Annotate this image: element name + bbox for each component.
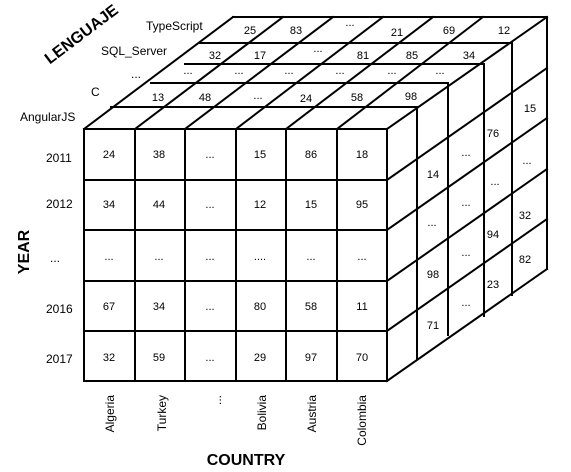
side-cell: 32 <box>519 210 531 222</box>
country-label: ... <box>210 395 224 405</box>
front-cell: 15 <box>254 149 266 161</box>
country-label: Turkey <box>155 395 169 431</box>
top-cell: ... <box>253 90 262 102</box>
front-cell: 34 <box>103 199 115 211</box>
top-cell: 25 <box>244 25 256 37</box>
front-cell: ... <box>104 251 113 263</box>
front-cell: ... <box>357 251 366 263</box>
cube-grid <box>82 15 549 383</box>
year-labels: 2011 2012 ... 2016 2017 <box>46 151 73 366</box>
top-cell: ... <box>313 43 322 55</box>
side-cell: 98 <box>427 269 439 281</box>
side-cell: ... <box>461 147 470 159</box>
front-cell: 34 <box>153 301 165 313</box>
front-cell: 29 <box>254 352 266 364</box>
front-cell: ... <box>306 251 315 263</box>
language-label: C <box>91 85 100 99</box>
side-cell: 94 <box>487 229 499 241</box>
front-cell: ... <box>205 199 214 211</box>
side-cell: ... <box>461 197 470 209</box>
front-cell: ... <box>205 149 214 161</box>
year-label: 2017 <box>46 352 73 366</box>
front-cell: 11 <box>356 301 367 313</box>
top-cell: ... <box>234 65 243 77</box>
top-cell: 69 <box>443 25 455 37</box>
front-cell: 58 <box>305 301 317 313</box>
country-label: Algeria <box>103 395 117 433</box>
side-cell: 15 <box>524 103 536 115</box>
year-label: 2012 <box>46 197 73 211</box>
side-cell: ... <box>461 297 470 309</box>
year-label: 2011 <box>46 151 72 165</box>
year-axis-title: YEAR <box>16 229 33 274</box>
front-cell: ... <box>154 251 163 263</box>
side-cell: 71 <box>427 320 439 332</box>
top-face-values: 13 48 ... 24 58 98 ... ... ... ... ... .… <box>152 17 510 105</box>
top-cell: 32 <box>209 50 221 62</box>
language-label: TypeScript <box>146 19 203 33</box>
side-cell: ... <box>461 247 470 259</box>
front-cell: ... <box>205 251 214 263</box>
country-label: Colombia <box>355 395 369 446</box>
front-cell: 59 <box>153 352 165 364</box>
top-cell: 34 <box>463 50 475 62</box>
front-cell: 15 <box>305 199 317 211</box>
top-cell: 98 <box>405 91 417 103</box>
side-cell: ... <box>522 155 531 167</box>
year-label: ... <box>50 251 60 265</box>
front-cell: 80 <box>254 301 266 313</box>
front-cell: 86 <box>305 149 317 161</box>
top-cell: ... <box>284 65 293 77</box>
front-cell: 44 <box>153 199 165 211</box>
front-cell: 38 <box>153 149 165 161</box>
front-cell: 97 <box>305 352 317 364</box>
top-cell: 85 <box>406 50 418 62</box>
side-cell: 14 <box>427 169 439 181</box>
country-label: Austria <box>305 395 319 433</box>
top-cell: 17 <box>254 50 266 62</box>
country-axis-title: COUNTRY <box>207 452 286 469</box>
side-cell: ... <box>427 217 436 229</box>
side-cell: 82 <box>519 254 531 266</box>
country-labels: Algeria Turkey ... Bolivia Austria Colom… <box>103 395 369 446</box>
front-face-values: 24 38 ... 15 86 18 34 44 ... 12 15 95 ..… <box>103 149 368 364</box>
front-cell: 95 <box>356 199 368 211</box>
top-cell: 83 <box>290 25 302 37</box>
top-cell: 13 <box>152 92 164 104</box>
top-cell: 58 <box>351 92 363 104</box>
front-cell: 12 <box>254 199 266 211</box>
top-cell: 21 <box>391 27 403 39</box>
top-cell: 48 <box>199 92 211 104</box>
top-cell: 12 <box>498 25 510 37</box>
top-cell: 81 <box>357 50 369 62</box>
top-cell: ... <box>183 65 192 77</box>
front-cell: .... <box>254 251 266 263</box>
front-cell: 32 <box>103 352 115 364</box>
side-face-values: 14 ... 98 71 ... ... ... ... 76 ... 94 2… <box>427 103 536 332</box>
front-cell: 18 <box>356 149 368 161</box>
year-label: 2016 <box>46 302 73 316</box>
side-cell: ... <box>490 176 499 188</box>
top-cell: ... <box>335 65 344 77</box>
top-cell: ... <box>387 65 396 77</box>
front-cell: ... <box>205 301 214 313</box>
front-cell: 24 <box>103 149 115 161</box>
language-label: ... <box>131 67 141 81</box>
front-cell: 67 <box>103 301 115 313</box>
side-cell: 76 <box>487 128 499 140</box>
front-cell: ... <box>205 352 214 364</box>
language-labels: AngularJS C ... SQL_Server TypeScript <box>20 19 203 124</box>
country-label: Bolivia <box>255 395 269 431</box>
top-cell: ... <box>435 65 444 77</box>
language-label: SQL_Server <box>101 44 167 58</box>
language-label: AngularJS <box>20 110 75 124</box>
top-cell: ... <box>345 17 354 29</box>
front-cell: 70 <box>356 352 368 364</box>
side-cell: 23 <box>487 279 499 291</box>
top-cell: 24 <box>300 93 312 105</box>
